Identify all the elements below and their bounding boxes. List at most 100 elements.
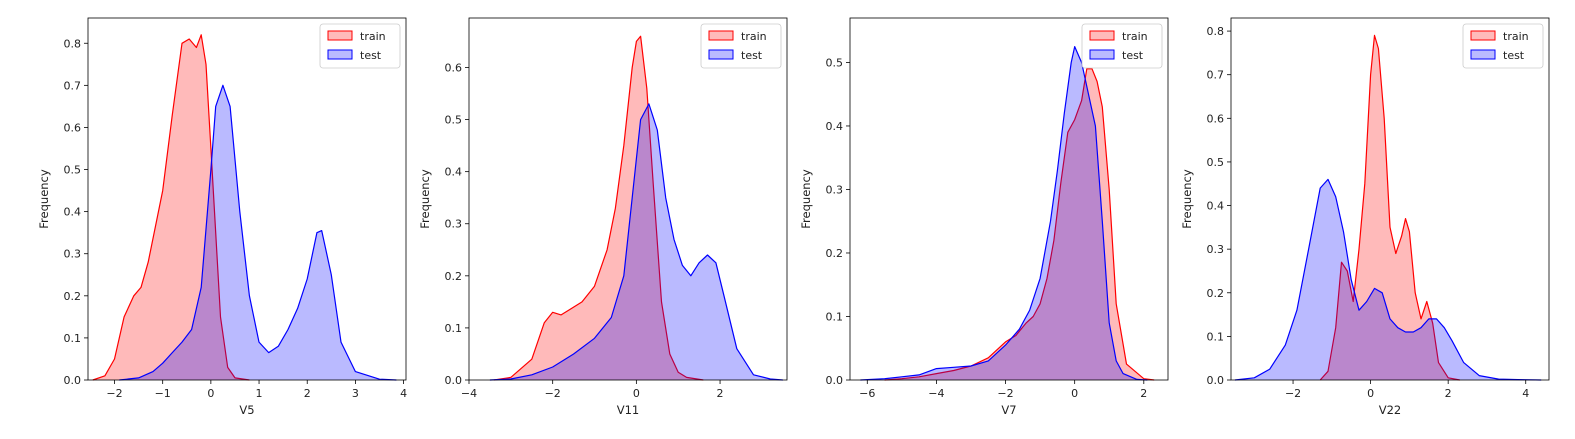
- legend-swatch-test: [327, 49, 353, 60]
- x-tick-label: 0: [633, 387, 640, 400]
- x-tick-label: −1: [155, 387, 171, 400]
- y-tick-label: 0.6: [1207, 112, 1225, 125]
- series-area-test: [119, 85, 397, 381]
- chart-panel: −2 −1 0 1 2 3 4 0.0 0.1 0.2 0.3 0.4 0.5 0.6 0.7 0.8 V5 Fr…: [37, 17, 407, 417]
- x-tick-label: 2: [1445, 387, 1452, 400]
- legend-label-train: train: [1122, 30, 1148, 43]
- y-tick-label: 0.7: [1207, 69, 1225, 82]
- x-tick-label: 2: [304, 387, 311, 400]
- y-tick-label: 0.5: [445, 114, 463, 127]
- series-area-test: [1234, 179, 1542, 380]
- axes-frame: [849, 17, 1169, 381]
- y-axis-label: Frequency: [37, 169, 51, 229]
- series-area-train: [884, 68, 1155, 381]
- legend-label-train: train: [1503, 30, 1529, 43]
- chart-panel: −6 −4 −2 0 2 0.0 0.1 0.2 0.3 0.4 0.5 V7 Frequency tra…: [799, 17, 1169, 417]
- y-tick-label: 0.1: [64, 332, 82, 345]
- x-tick-label: −4: [461, 387, 477, 400]
- y-tick-label: 0.0: [445, 374, 463, 387]
- x-tick-label: 1: [256, 387, 263, 400]
- legend-box: [700, 23, 782, 69]
- y-tick-label: 0.0: [1207, 374, 1225, 387]
- legend-swatch-train: [1089, 30, 1115, 41]
- legend-label-train: train: [741, 30, 767, 43]
- x-tick-label: 4: [1522, 387, 1529, 400]
- series-area-test: [860, 46, 1148, 380]
- y-tick-label: 0.3: [826, 183, 844, 196]
- series-line-test: [860, 46, 1148, 381]
- y-tick-label: 0.6: [445, 61, 463, 74]
- x-tick-label: 4: [400, 387, 407, 400]
- axes-frame: [468, 17, 788, 381]
- series-line-test: [119, 84, 397, 381]
- y-tick-label: 0.4: [445, 166, 463, 179]
- y-tick-label: 0.2: [445, 270, 463, 283]
- y-tick-label: 0.6: [64, 121, 82, 134]
- series-line-train: [1319, 34, 1460, 381]
- x-axis-label: V5: [239, 403, 254, 417]
- x-axis-label: V11: [617, 403, 640, 417]
- series-line-test: [1234, 178, 1542, 381]
- axes-frame: [87, 17, 407, 381]
- y-tick-label: 0.2: [826, 247, 844, 260]
- y-tick-label: 0.3: [1207, 243, 1225, 256]
- y-tick-label: 0.5: [64, 164, 82, 177]
- series-area-test: [489, 103, 783, 381]
- legend-label-test: test: [1122, 49, 1144, 62]
- y-tick-label: 0.4: [1207, 200, 1225, 213]
- chart-panel: −4 −2 0 2 0.0 0.1 0.2 0.3 0.4 0.5 0.6 V11 Frequency t…: [418, 17, 788, 417]
- y-tick-label: 0.2: [64, 290, 82, 303]
- x-axis-label: V22: [1379, 403, 1402, 417]
- series-line-train: [494, 35, 704, 381]
- chart-panel: −2 0 2 4 0.0 0.1 0.2 0.3 0.4 0.5 0.6 0.7 0.8 V22 Frequ…: [1180, 17, 1550, 417]
- x-tick-label: 0: [207, 387, 214, 400]
- legend-label-train: train: [360, 30, 386, 43]
- x-tick-label: −2: [1285, 387, 1301, 400]
- x-tick-label: 3: [352, 387, 359, 400]
- legend-box: [1081, 23, 1163, 69]
- legend-swatch-train: [1470, 30, 1496, 41]
- y-tick-label: 0.2: [1207, 287, 1225, 300]
- x-tick-label: −2: [106, 387, 122, 400]
- legend-box: [319, 23, 401, 69]
- x-tick-label: 0: [1071, 387, 1078, 400]
- y-tick-label: 0.7: [64, 79, 82, 92]
- x-tick-label: 2: [1140, 387, 1147, 400]
- series-line-train: [884, 68, 1155, 381]
- legend-swatch-train: [708, 30, 734, 41]
- y-tick-label: 0.1: [445, 322, 463, 335]
- legend-swatch-test: [1089, 49, 1115, 60]
- y-tick-label: 0.3: [445, 218, 463, 231]
- y-tick-label: 0.8: [1207, 25, 1225, 38]
- x-tick-label: −4: [928, 387, 944, 400]
- legend-label-test: test: [1503, 49, 1525, 62]
- legend-swatch-train: [327, 30, 353, 41]
- x-tick-label: −6: [859, 387, 875, 400]
- y-tick-label: 0.0: [826, 374, 844, 387]
- x-tick-label: −2: [997, 387, 1013, 400]
- y-tick-label: 0.5: [826, 56, 844, 69]
- series-line-test: [489, 103, 783, 381]
- legend-label-test: test: [360, 49, 382, 62]
- legend-swatch-test: [1470, 49, 1496, 60]
- y-axis-label: Frequency: [1180, 169, 1194, 229]
- x-axis-label: V7: [1001, 403, 1016, 417]
- legend-box: [1462, 23, 1544, 69]
- y-tick-label: 0.3: [64, 248, 82, 261]
- series-line-train: [92, 34, 250, 381]
- y-tick-label: 0.0: [64, 374, 82, 387]
- x-tick-label: 0: [1367, 387, 1374, 400]
- y-axis-label: Frequency: [418, 169, 432, 229]
- y-tick-label: 0.1: [826, 310, 844, 323]
- y-tick-label: 0.4: [826, 120, 844, 133]
- y-axis-label: Frequency: [799, 169, 813, 229]
- axes-frame: [1230, 17, 1550, 381]
- y-tick-label: 0.8: [64, 37, 82, 50]
- series-area-train: [92, 34, 250, 381]
- series-area-train: [494, 36, 704, 380]
- legend-label-test: test: [741, 49, 763, 62]
- y-tick-label: 0.4: [64, 206, 82, 219]
- x-tick-label: −2: [545, 387, 561, 400]
- legend-swatch-test: [708, 49, 734, 60]
